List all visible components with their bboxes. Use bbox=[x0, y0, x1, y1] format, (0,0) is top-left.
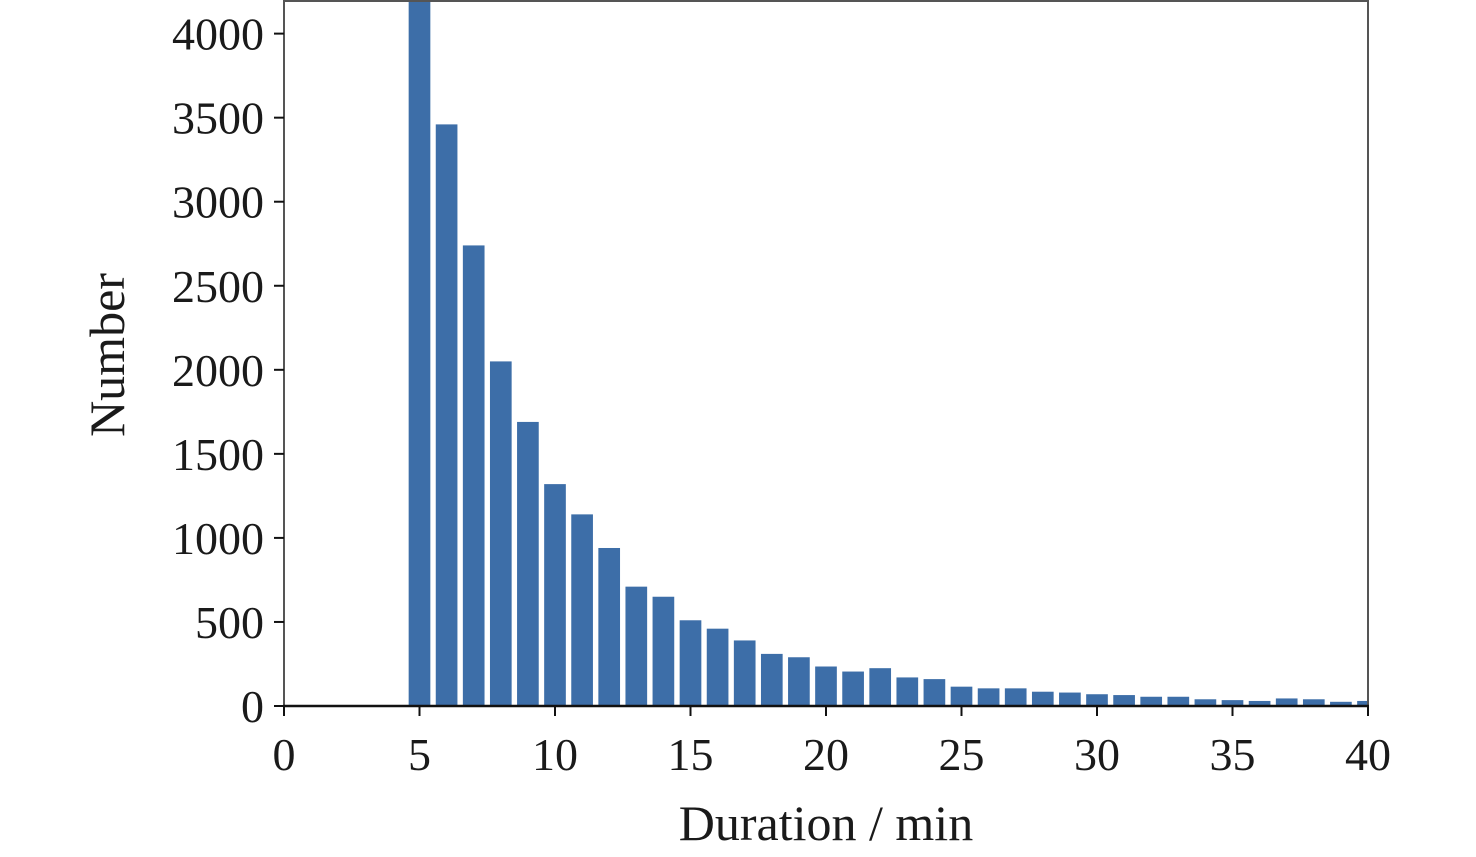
bars-group bbox=[408, 0, 1368, 706]
bar-36 bbox=[1248, 700, 1271, 706]
bar-6 bbox=[435, 124, 458, 706]
bar-33 bbox=[1167, 696, 1190, 706]
bar-7 bbox=[462, 245, 485, 706]
bar-30 bbox=[1086, 694, 1108, 706]
bar-34 bbox=[1194, 699, 1217, 706]
bar-31 bbox=[1113, 695, 1135, 706]
bar-27 bbox=[1004, 688, 1027, 706]
bar-20 bbox=[815, 666, 837, 706]
y-axis-title: Number bbox=[79, 273, 135, 437]
bar-14 bbox=[652, 596, 675, 706]
bar-28 bbox=[1031, 691, 1054, 706]
y-tick-label-1000: 1000 bbox=[172, 513, 264, 564]
x-tick-label-15: 15 bbox=[668, 729, 714, 780]
x-tick-label-5: 5 bbox=[408, 729, 431, 780]
bar-22 bbox=[869, 668, 892, 706]
y-tick-label-0: 0 bbox=[241, 681, 264, 732]
y-tick-label-2000: 2000 bbox=[172, 345, 264, 396]
bar-17 bbox=[733, 640, 756, 706]
bar-25 bbox=[950, 686, 973, 706]
x-tick-label-40: 40 bbox=[1345, 729, 1391, 780]
y-tick-label-3000: 3000 bbox=[172, 177, 264, 228]
y-tick-label-1500: 1500 bbox=[172, 429, 264, 480]
bar-9 bbox=[517, 421, 539, 706]
x-tick-label-30: 30 bbox=[1074, 729, 1120, 780]
bar-10 bbox=[544, 484, 566, 706]
x-tick-label-25: 25 bbox=[939, 729, 985, 780]
bar-39 bbox=[1330, 701, 1352, 706]
bar-8 bbox=[489, 361, 512, 706]
bar-18 bbox=[760, 653, 783, 706]
bar-38 bbox=[1302, 699, 1325, 706]
axes-group: 0 5 10 15 20 25 30 35 40 0 500 1000 1500 2000 2500 3000… bbox=[172, 0, 1391, 780]
bar-24 bbox=[923, 679, 946, 706]
y-tick-label-3500: 3500 bbox=[172, 93, 264, 144]
bar-35 bbox=[1221, 700, 1244, 706]
y-tick-label-2500: 2500 bbox=[172, 261, 264, 312]
y-tick-label-500: 500 bbox=[195, 597, 264, 648]
y-tick-label-4000: 4000 bbox=[172, 9, 264, 60]
x-tick-label-20: 20 bbox=[803, 729, 849, 780]
bar-23 bbox=[896, 677, 919, 706]
bar-40 bbox=[1357, 700, 1368, 706]
bar-29 bbox=[1059, 692, 1081, 706]
bar-19 bbox=[788, 657, 810, 706]
bar-32 bbox=[1140, 696, 1163, 706]
bar-5 bbox=[408, 0, 431, 706]
bar-12 bbox=[598, 547, 621, 706]
x-tick-label-10: 10 bbox=[532, 729, 578, 780]
bar-21 bbox=[842, 671, 864, 706]
x-tick-label-0: 0 bbox=[273, 729, 296, 780]
bar-15 bbox=[679, 620, 702, 706]
bar-26 bbox=[977, 688, 1000, 706]
x-tick-label-35: 35 bbox=[1210, 729, 1256, 780]
bar-37 bbox=[1275, 698, 1298, 706]
bar-16 bbox=[706, 628, 729, 706]
bar-13 bbox=[625, 586, 648, 706]
bar-11 bbox=[571, 514, 593, 706]
x-axis-title: Duration / min bbox=[679, 795, 973, 851]
